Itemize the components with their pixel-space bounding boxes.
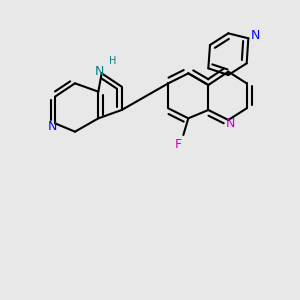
Text: F: F <box>175 139 182 152</box>
Text: N: N <box>48 120 57 133</box>
Text: N: N <box>94 65 104 78</box>
Text: N: N <box>250 29 260 43</box>
Text: H: H <box>109 56 117 66</box>
Text: N: N <box>226 118 236 130</box>
